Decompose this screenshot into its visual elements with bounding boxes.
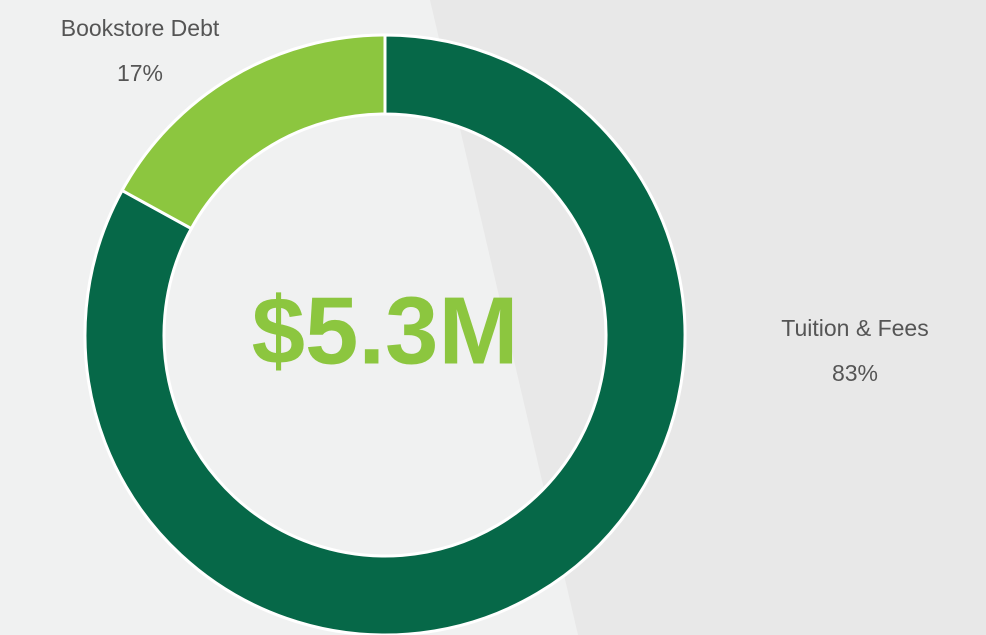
- slice-value-label: 17%: [117, 60, 163, 86]
- slice-name: Bookstore Debt: [61, 15, 220, 41]
- slice: [120, 33, 387, 231]
- center-label: $5.3M: [252, 277, 519, 384]
- slice-value-label: 83%: [832, 360, 878, 386]
- slice: [83, 33, 687, 635]
- donut: [83, 33, 687, 635]
- slice-name: Tuition & Fees: [781, 315, 928, 341]
